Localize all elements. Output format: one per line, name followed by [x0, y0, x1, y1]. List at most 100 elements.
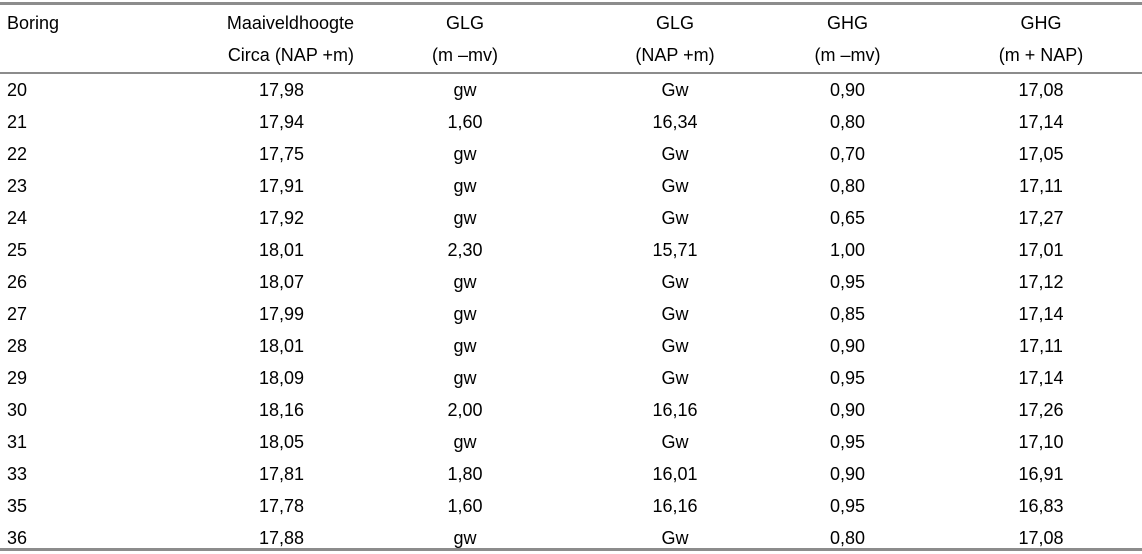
- table-row: 23 17,91 gw Gw 0,80 17,11: [0, 170, 1142, 202]
- cell-glg-mv: gw: [453, 208, 477, 228]
- table-header: Boring Maaiveldhoogte GLG GLG GHG GHG Ci…: [0, 7, 1142, 71]
- cell-glg-nap: Gw: [661, 368, 689, 388]
- cell-ghg-nap: 17,26: [1018, 400, 1064, 420]
- table-row: 30 18,16 2,00 16,16 0,90 17,26: [0, 394, 1142, 426]
- cell-ghg-nap: 17,14: [1018, 304, 1064, 324]
- cell-glg-mv: gw: [453, 272, 477, 292]
- table-row: 24 17,92 gw Gw 0,65 17,27: [0, 202, 1142, 234]
- table-header-rule: [0, 72, 1142, 74]
- cell-glg-nap: Gw: [661, 208, 689, 228]
- cell-ghg-nap: 17,27: [1018, 208, 1064, 228]
- cell-glg-nap: 16,16: [652, 496, 698, 516]
- cell-maaiveld: 17,91: [258, 176, 304, 196]
- cell-boring: 22: [7, 144, 28, 164]
- cell-ghg-nap: 17,08: [1018, 80, 1064, 100]
- cell-maaiveld: 17,99: [258, 304, 304, 324]
- header-boring-line2: [0, 39, 150, 71]
- cell-ghg-mv: 0,95: [829, 496, 866, 516]
- cell-glg-mv: 2,00: [447, 400, 483, 420]
- cell-maaiveld: 17,92: [258, 208, 304, 228]
- cell-ghg-mv: 0,90: [829, 464, 866, 484]
- cell-ghg-mv: 0,80: [829, 528, 866, 548]
- cell-boring: 21: [7, 112, 28, 132]
- header-glg-nap-line1: GLG: [655, 13, 694, 33]
- cell-boring: 25: [7, 240, 28, 260]
- header-glg-mv-line2: (m –mv): [432, 45, 498, 65]
- cell-glg-mv: gw: [453, 368, 477, 388]
- header-ghg-nap-line2: (m + NAP): [998, 45, 1084, 65]
- cell-ghg-nap: 17,08: [1018, 528, 1064, 548]
- header-row-1: Boring Maaiveldhoogte GLG GLG GHG GHG: [0, 7, 1142, 39]
- cell-boring: 29: [7, 368, 28, 388]
- cell-glg-nap: Gw: [661, 336, 689, 356]
- cell-boring: 28: [7, 336, 28, 356]
- cell-ghg-nap: 17,11: [1019, 176, 1063, 196]
- table-row: 28 18,01 gw Gw 0,90 17,11: [0, 330, 1142, 362]
- table-bottom-rule: [0, 548, 1142, 551]
- table-row: 36 17,88 gw Gw 0,80 17,08: [0, 522, 1142, 554]
- cell-glg-nap: 15,71: [652, 240, 698, 260]
- table-top-rule: [0, 2, 1142, 5]
- cell-boring: 36: [7, 528, 28, 548]
- cell-boring: 26: [7, 272, 28, 292]
- cell-ghg-nap: 17,14: [1018, 368, 1064, 388]
- cell-maaiveld: 18,09: [258, 368, 304, 388]
- cell-maaiveld: 17,78: [258, 496, 304, 516]
- cell-ghg-nap: 17,05: [1018, 144, 1064, 164]
- cell-ghg-mv: 0,85: [829, 304, 866, 324]
- cell-maaiveld: 17,98: [258, 80, 304, 100]
- table-row: 27 17,99 gw Gw 0,85 17,14: [0, 298, 1142, 330]
- cell-ghg-nap: 17,01: [1018, 240, 1064, 260]
- table-row: 29 18,09 gw Gw 0,95 17,14: [0, 362, 1142, 394]
- cell-ghg-mv: 0,90: [829, 336, 866, 356]
- cell-boring: 33: [7, 464, 28, 484]
- cell-maaiveld: 18,01: [258, 240, 304, 260]
- cell-glg-nap: 16,34: [652, 112, 698, 132]
- cell-glg-mv: 1,60: [447, 496, 483, 516]
- data-table: Boring Maaiveldhoogte GLG GLG GHG GHG Ci…: [0, 7, 1142, 554]
- cell-glg-mv: gw: [453, 528, 477, 548]
- cell-maaiveld: 18,16: [258, 400, 304, 420]
- cell-glg-mv: gw: [453, 144, 477, 164]
- cell-ghg-mv: 0,90: [829, 80, 866, 100]
- cell-ghg-mv: 0,80: [829, 176, 866, 196]
- cell-ghg-nap: 17,10: [1018, 432, 1064, 452]
- cell-glg-nap: Gw: [661, 528, 689, 548]
- table-row: 33 17,81 1,80 16,01 0,90 16,91: [0, 458, 1142, 490]
- cell-maaiveld: 17,81: [258, 464, 304, 484]
- cell-ghg-mv: 0,65: [829, 208, 866, 228]
- cell-glg-nap: Gw: [661, 304, 689, 324]
- cell-ghg-mv: 0,95: [829, 432, 866, 452]
- table-row: 35 17,78 1,60 16,16 0,95 16,83: [0, 490, 1142, 522]
- cell-glg-mv: gw: [453, 304, 477, 324]
- cell-maaiveld: 18,07: [258, 272, 304, 292]
- cell-ghg-nap: 17,11: [1019, 336, 1063, 356]
- cell-glg-mv: gw: [453, 336, 477, 356]
- cell-maaiveld: 18,05: [258, 432, 304, 452]
- table-row: 20 17,98 gw Gw 0,90 17,08: [0, 71, 1142, 106]
- cell-glg-nap: 16,16: [652, 400, 698, 420]
- cell-maaiveld: 17,94: [258, 112, 304, 132]
- cell-ghg-mv: 0,95: [829, 272, 866, 292]
- table-row: 31 18,05 gw Gw 0,95 17,10: [0, 426, 1142, 458]
- header-maaiveld-line2: Circa (NAP +m): [227, 45, 354, 65]
- cell-ghg-nap: 17,12: [1018, 272, 1064, 292]
- cell-ghg-mv: 0,95: [829, 368, 866, 388]
- header-glg-mv-line1: GLG: [445, 13, 484, 33]
- cell-glg-mv: gw: [453, 176, 477, 196]
- header-ghg-nap-line1: GHG: [1020, 13, 1062, 33]
- cell-glg-nap: Gw: [661, 176, 689, 196]
- cell-ghg-nap: 16,91: [1018, 464, 1064, 484]
- cell-boring: 20: [7, 80, 28, 100]
- cell-glg-nap: 16,01: [652, 464, 698, 484]
- cell-maaiveld: 18,01: [258, 336, 304, 356]
- cell-glg-nap: Gw: [661, 432, 689, 452]
- table-body: 20 17,98 gw Gw 0,90 17,08 21 17,94 1,60 16,34 0,80…: [0, 71, 1142, 554]
- cell-ghg-mv: 0,80: [829, 112, 866, 132]
- cell-glg-nap: Gw: [661, 144, 689, 164]
- header-glg-nap-line2: (NAP +m): [635, 45, 715, 65]
- header-ghg-mv-line2: (m –mv): [814, 45, 881, 65]
- cell-glg-mv: 1,80: [447, 464, 483, 484]
- cell-glg-mv: gw: [453, 80, 477, 100]
